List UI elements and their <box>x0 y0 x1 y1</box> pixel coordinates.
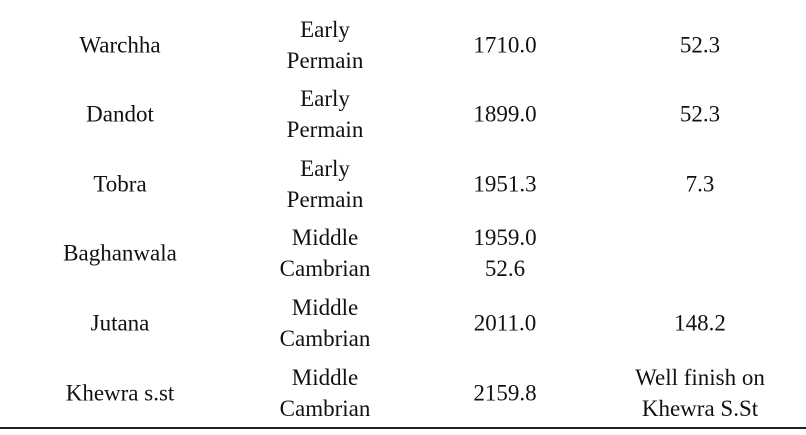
thickness-text: 7.3 <box>685 171 715 197</box>
age-text: Permain <box>286 187 364 212</box>
depth-text: 1959.0 <box>473 225 537 250</box>
thickness-cell: 148.2 <box>674 308 726 339</box>
age-text: Cambrian <box>279 326 371 351</box>
age-cell: Early Permain <box>287 83 364 145</box>
thickness-cell: 52.3 <box>680 30 720 61</box>
formation-text: Tobra <box>93 171 147 197</box>
thickness-text: Well finish on <box>635 365 765 390</box>
thickness-cell: 52.3 <box>680 99 720 130</box>
age-text: Early <box>300 17 350 42</box>
formation-text: Dandot <box>86 101 154 127</box>
table-rule <box>0 427 806 429</box>
age-text: Early <box>300 86 350 111</box>
formation-cell: Warchha <box>79 30 160 61</box>
depth-text: 1951.3 <box>473 171 537 197</box>
age-cell: Middle Cambrian <box>280 362 371 424</box>
depth-text: 1710.0 <box>473 32 537 58</box>
age-text: Cambrian <box>279 256 371 281</box>
formation-text: Warchha <box>79 32 161 58</box>
thickness-text: 52.3 <box>679 101 721 127</box>
depth-text: 2011.0 <box>473 310 537 336</box>
depth-cell: 2159.8 <box>473 378 536 409</box>
formation-cell: Jutana <box>91 308 150 339</box>
age-cell: Middle Cambrian <box>280 292 371 354</box>
formation-cell: Tobra <box>93 169 146 200</box>
age-text: Permain <box>286 48 364 73</box>
thickness-text: 148.2 <box>674 310 726 336</box>
formation-text: Khewra s.st <box>65 380 175 406</box>
age-text: Early <box>300 156 350 181</box>
age-text: Permain <box>286 117 364 142</box>
depth-cell: 1899.0 <box>473 99 536 130</box>
thickness-cell: Well finish on Khewra S.St <box>635 362 765 424</box>
formation-cell: Dandot <box>86 99 154 130</box>
age-cell: Early Permain <box>287 153 364 215</box>
depth-cell: 1710.0 <box>473 30 536 61</box>
thickness-text: Khewra S.St <box>641 396 759 421</box>
age-text: Cambrian <box>279 396 371 421</box>
formation-cell: Khewra s.st <box>66 378 175 409</box>
depth-cell: 2011.0 <box>474 308 536 339</box>
formation-text: Jutana <box>90 310 150 336</box>
age-cell: Early Permain <box>287 14 364 76</box>
thickness-text: 52.3 <box>679 32 721 58</box>
formation-text: Baghanwala <box>63 240 177 266</box>
age-text: Middle <box>291 225 359 250</box>
age-cell: Middle Cambrian <box>280 222 371 284</box>
depth-text: 2159.8 <box>473 380 537 406</box>
formation-cell: Baghanwala <box>63 238 177 269</box>
depth-text: 52.6 <box>484 256 526 281</box>
depth-cell: 1951.3 <box>473 169 536 200</box>
depth-cell: 1959.0 52.6 <box>473 222 536 284</box>
age-text: Middle <box>291 365 359 390</box>
depth-text: 1899.0 <box>473 101 537 127</box>
thickness-cell: 7.3 <box>686 169 715 200</box>
age-text: Middle <box>291 295 359 320</box>
